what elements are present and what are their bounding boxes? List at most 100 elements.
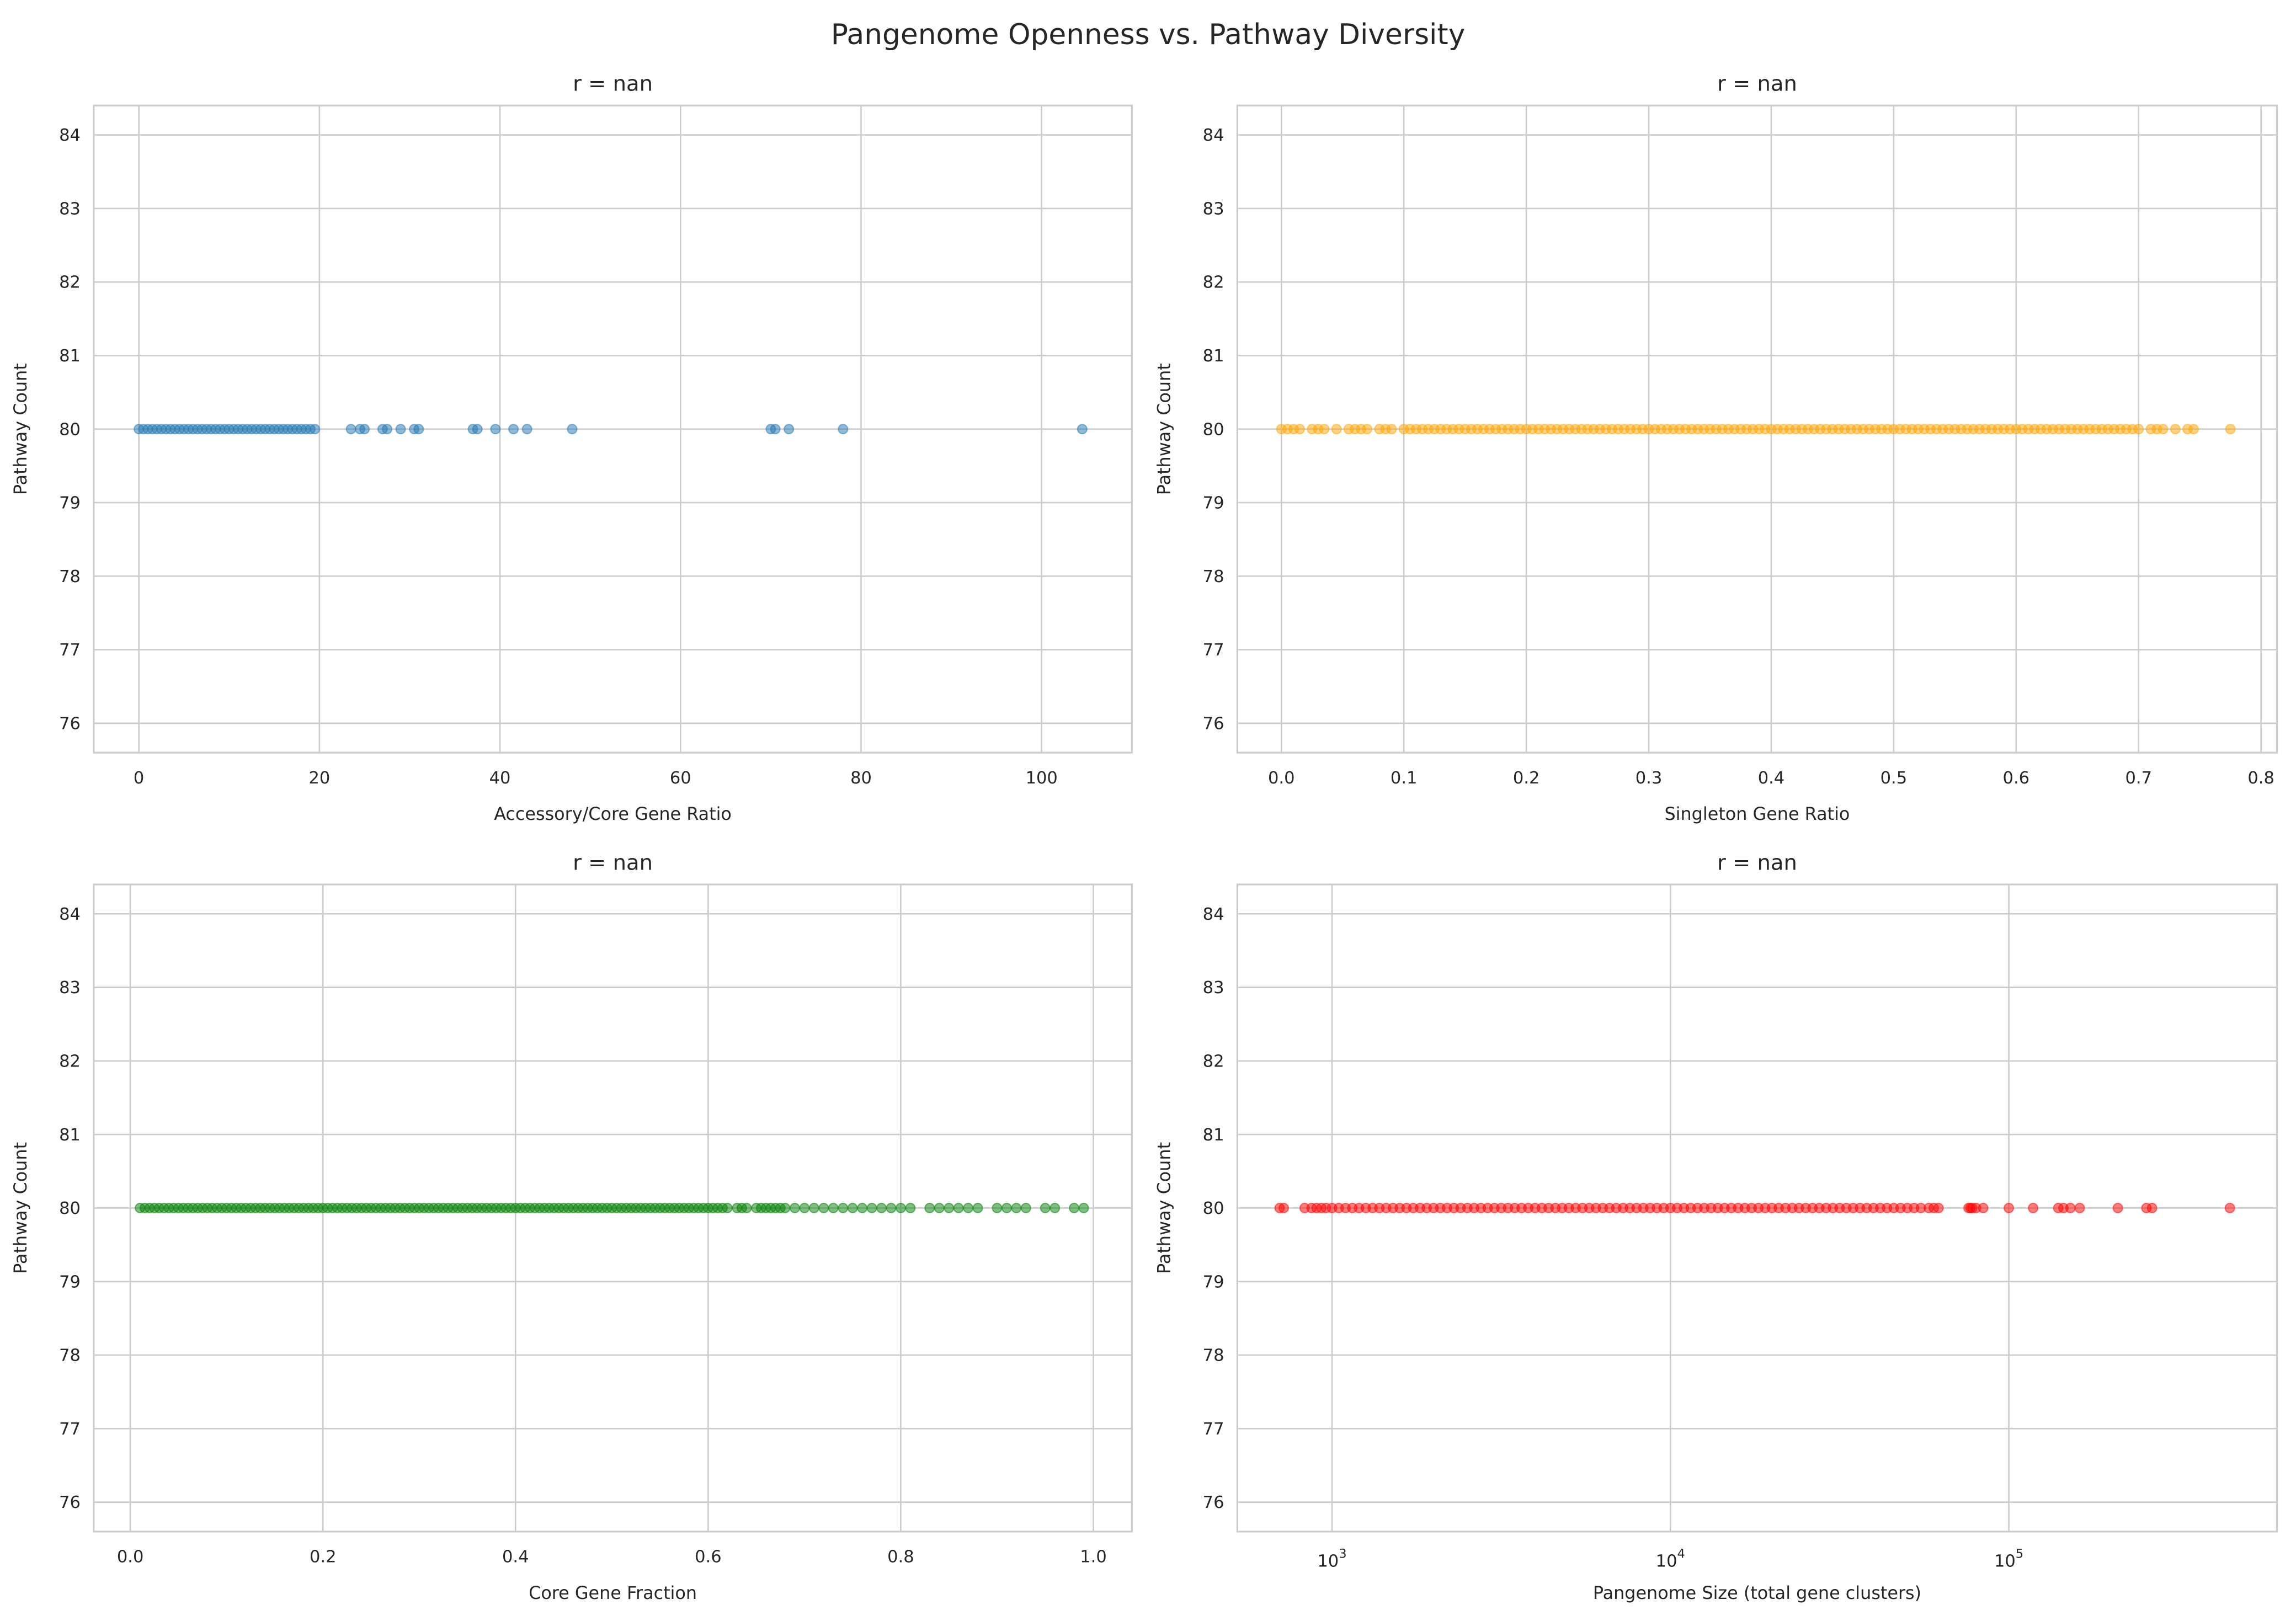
data-point [828, 1202, 839, 1214]
axes-frame [93, 883, 1133, 1533]
data-point [770, 424, 781, 435]
data-point [866, 1202, 877, 1214]
x-tick-label: 0.1 [1391, 769, 1418, 788]
data-point [1331, 424, 1342, 435]
x-tick-label: 100 [1026, 769, 1058, 788]
x-tick-label: 0.0 [1268, 769, 1295, 788]
x-axis-label: Core Gene Fraction [529, 1582, 697, 1603]
data-point [1069, 1202, 1080, 1214]
data-point [886, 1202, 897, 1214]
y-tick-label: 83 [1203, 978, 1224, 998]
y-tick-label: 80 [59, 1199, 81, 1218]
y-tick-label: 82 [1203, 1052, 1224, 1071]
x-tick-label: 0.8 [2247, 769, 2274, 788]
y-tick-label: 80 [1203, 1199, 1224, 1218]
y-tick-label: 83 [1203, 199, 1224, 218]
x-tick-label: 104 [1656, 1547, 1685, 1571]
y-tick-label: 78 [59, 1346, 81, 1366]
y-tick-label: 78 [59, 567, 81, 586]
data-point [905, 1202, 916, 1214]
x-tick-label: 103 [1317, 1547, 1346, 1571]
x-tick-label: 0.0 [117, 1548, 144, 1567]
data-point [780, 1202, 791, 1214]
data-point [934, 1202, 945, 1214]
y-tick-label: 84 [59, 905, 81, 924]
subplot-title: r = nan [1717, 850, 1797, 875]
data-point [1020, 1202, 1031, 1214]
subplot-3: 76 77 78 79 80 81 82 83 84 0.0 0.2 0.4 0.6 0.8 1.0 r = … [10, 850, 1133, 1603]
data-point [345, 424, 356, 435]
data-point [838, 1202, 849, 1214]
y-tick-label: 81 [59, 346, 81, 366]
data-point [1078, 1202, 1089, 1214]
y-tick-label: 77 [59, 641, 81, 660]
data-point [413, 424, 424, 435]
data-point [847, 1202, 858, 1214]
y-tick-label: 80 [59, 420, 81, 439]
data-point [789, 1202, 800, 1214]
y-tick-label: 79 [59, 494, 81, 513]
data-point [1011, 1202, 1022, 1214]
data-point [1040, 1202, 1051, 1214]
y-tick-label: 80 [1203, 420, 1224, 439]
data-point [2188, 424, 2199, 435]
data-point [2074, 1202, 2085, 1214]
data-point [924, 1202, 935, 1214]
subplot-title: r = nan [573, 850, 653, 875]
tick-base: 10 [1994, 1552, 2016, 1571]
data-point [472, 424, 483, 435]
data-point [2170, 424, 2181, 435]
data-point [722, 1202, 733, 1214]
x-tick-label: 0.6 [2003, 769, 2030, 788]
x-tick-label: 0.8 [887, 1548, 914, 1567]
y-tick-label: 79 [1203, 1272, 1224, 1292]
data-point [857, 1202, 868, 1214]
subplot-1: 76 77 78 79 80 81 82 83 84 0 20 40 60 80 100 r = nan Acc… [10, 72, 1133, 824]
x-tick-label: 0.5 [1881, 769, 1908, 788]
y-tick-label: 83 [59, 199, 81, 218]
x-tick-label: 0.7 [2125, 769, 2152, 788]
y-axis-label: Pathway Count [10, 363, 31, 495]
y-tick-label: 79 [59, 1272, 81, 1292]
data-point [2028, 1202, 2039, 1214]
data-point [1978, 1202, 1989, 1214]
y-axis-label: Pathway Count [1153, 1142, 1174, 1274]
x-tick-label: 40 [489, 769, 511, 788]
data-point [1001, 1202, 1012, 1214]
data-point [1933, 1202, 1944, 1214]
axes-frame [1236, 883, 2278, 1533]
y-tick-label: 77 [1203, 1420, 1224, 1439]
y-axis-label: Pathway Count [10, 1142, 31, 1274]
data-point [2112, 1202, 2123, 1214]
x-tick-label: 60 [670, 769, 691, 788]
y-tick-label: 77 [59, 1420, 81, 1439]
x-tick-label: 0.4 [502, 1548, 529, 1567]
axes-frame [1236, 104, 2278, 754]
y-tick-label: 76 [59, 714, 81, 733]
axes-frame [93, 104, 1133, 754]
data-point [741, 1202, 752, 1214]
y-tick-label: 82 [1203, 273, 1224, 292]
x-tick-label: 20 [308, 769, 330, 788]
data-point [876, 1202, 887, 1214]
data-point [953, 1202, 964, 1214]
tick-base: 10 [1656, 1552, 1677, 1571]
data-point [490, 424, 501, 435]
x-tick-label: 1.0 [1080, 1548, 1107, 1567]
y-tick-label: 81 [1203, 1126, 1224, 1145]
y-tick-label: 81 [59, 1126, 81, 1145]
data-point [2003, 1202, 2015, 1214]
data-point [1386, 424, 1397, 435]
data-point [2158, 424, 2169, 435]
x-tick-label: 0.4 [1758, 769, 1785, 788]
data-point [310, 424, 321, 435]
x-tick-label: 80 [850, 769, 872, 788]
y-tick-label: 77 [1203, 641, 1224, 660]
data-point [944, 1202, 955, 1214]
y-tick-label: 84 [1203, 905, 1224, 924]
data-point [2146, 1202, 2158, 1214]
y-tick-label: 82 [59, 1052, 81, 1071]
data-point [2225, 424, 2236, 435]
